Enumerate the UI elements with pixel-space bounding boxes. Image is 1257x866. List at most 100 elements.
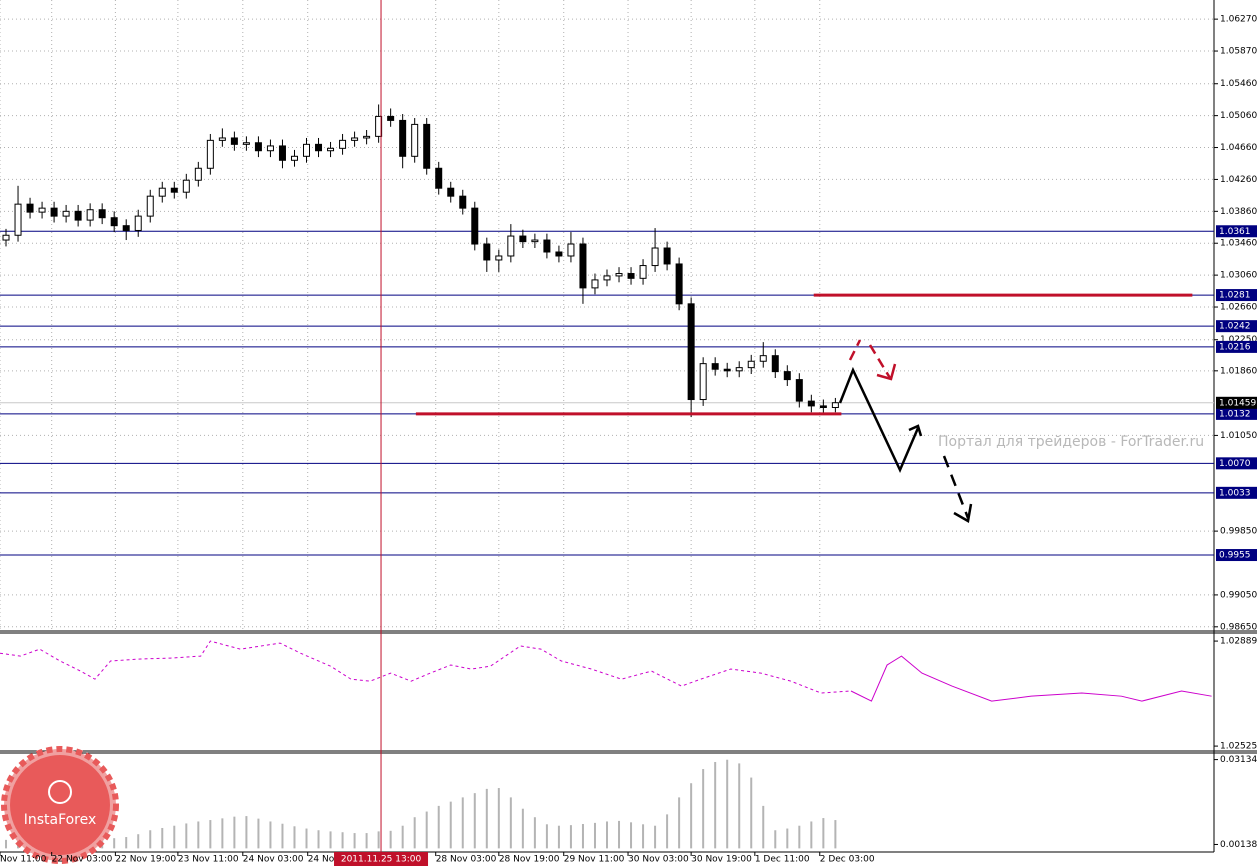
histogram-bar <box>269 821 272 849</box>
x-tick-label: 24 Nov 03:00 <box>243 855 304 865</box>
histogram-bar <box>581 824 584 849</box>
y-tick-label: 1.01050 <box>1220 431 1257 441</box>
level-label: 1.0242 <box>1219 322 1251 332</box>
y-tick-label: 1.05060 <box>1220 111 1257 121</box>
histogram-bar <box>509 797 512 849</box>
candle-body <box>603 275 611 281</box>
y-tick-label: 0.99850 <box>1220 527 1257 537</box>
candle-body <box>375 115 383 137</box>
histogram-bar <box>569 825 572 849</box>
histogram-bar <box>449 801 452 849</box>
histogram-bar <box>149 830 152 849</box>
level-label: 1.0216 <box>1219 342 1251 352</box>
histogram-bar <box>557 825 560 849</box>
histogram-bar <box>161 827 164 849</box>
histogram-bar <box>197 821 200 849</box>
histogram-bar <box>666 814 669 849</box>
candle-body <box>687 303 695 401</box>
candle-body <box>290 155 298 161</box>
candle-body <box>495 255 503 261</box>
histogram-bar <box>630 822 633 849</box>
candle-body <box>543 239 551 253</box>
level-label: 1.0361 <box>1219 227 1251 237</box>
candle-body <box>447 187 455 197</box>
histogram-bar <box>413 817 416 849</box>
watermark: Портал для трейдеров - ForTrader.ru <box>938 434 1204 450</box>
histogram-bar <box>485 788 488 849</box>
candle-body <box>266 145 274 152</box>
candle-body <box>771 355 779 373</box>
histogram-bar <box>353 833 356 849</box>
indicator-line <box>0 640 852 694</box>
panel: 1.06270 1.05870 1.05460 1.05060 1.04660 1.042… <box>0 0 1257 632</box>
histogram-bar <box>437 805 440 849</box>
y-tick-label: 1.05870 <box>1220 47 1257 57</box>
candle-body <box>663 247 671 265</box>
candle-body <box>651 247 659 267</box>
candle-body <box>615 273 623 277</box>
candle-body <box>747 360 755 369</box>
logo: InstaForex <box>1 746 119 864</box>
histogram-bar <box>173 825 176 849</box>
candle-body <box>795 379 803 402</box>
y-tick-label: 1.03060 <box>1220 271 1257 281</box>
y-tick-label: 0.99050 <box>1220 590 1257 600</box>
candle-body <box>351 137 359 141</box>
level-label-box <box>1216 549 1257 562</box>
level-label: 1.0033 <box>1219 488 1251 498</box>
histogram-bar <box>521 808 524 849</box>
candle-body <box>62 210 70 217</box>
y-tick-label: 1.04260 <box>1220 175 1257 185</box>
candle-body <box>519 235 527 243</box>
histogram-bar <box>702 769 705 849</box>
histogram-bar <box>245 816 248 849</box>
candle-body <box>435 167 443 189</box>
histogram-bar <box>545 824 548 849</box>
histogram-bar <box>293 826 296 849</box>
forecast-arrow <box>868 344 892 379</box>
candle-body <box>579 243 587 289</box>
candle-body <box>567 243 575 257</box>
level-label: 0.9955 <box>1219 551 1251 561</box>
candle-body <box>471 207 479 245</box>
level-label-box <box>1216 457 1257 470</box>
y-tick-label: 1.03860 <box>1220 207 1257 217</box>
y-tick-label: 1.03460 <box>1220 239 1257 249</box>
candle-body <box>627 273 635 279</box>
histogram-bar <box>618 820 621 849</box>
level-label: 1.0070 <box>1219 459 1251 469</box>
arrow-head <box>876 363 897 381</box>
histogram-bar <box>497 788 500 849</box>
panel: 1.02889 1.02525 <box>0 637 1257 752</box>
y-tick-label: 1.02525 <box>1220 742 1257 752</box>
histogram-bar <box>810 821 813 849</box>
histogram-bar <box>654 825 657 849</box>
histogram-bar <box>281 823 284 849</box>
candle-body <box>459 195 467 209</box>
histogram-bar <box>317 830 320 849</box>
candle-body <box>158 187 166 197</box>
candle-body <box>699 363 707 401</box>
x-tick-label: 30 Nov 03:00 <box>628 855 689 865</box>
forecast-arrow <box>838 366 920 474</box>
x-tick-label: 1 Dec 11:00 <box>755 855 810 865</box>
arrow-head <box>953 503 973 523</box>
candle-body <box>759 355 767 362</box>
candle-body <box>591 279 599 289</box>
candle-body <box>735 367 743 372</box>
candle-body <box>38 207 46 213</box>
candle-body <box>86 209 94 221</box>
x-tick-label: 22 Nov 03:00 <box>52 855 113 865</box>
histogram-bar <box>341 832 344 849</box>
x-tick-label: 24 No <box>308 855 335 865</box>
candle-body <box>807 400 815 407</box>
candle-body <box>531 239 539 243</box>
forecast-arrow <box>848 339 862 361</box>
histogram-bar <box>233 816 236 849</box>
y-tick-label: 0.03134 <box>1220 755 1257 765</box>
candle-body <box>363 135 371 139</box>
level-label: 1.0132 <box>1219 409 1251 419</box>
candle-body <box>146 195 154 217</box>
